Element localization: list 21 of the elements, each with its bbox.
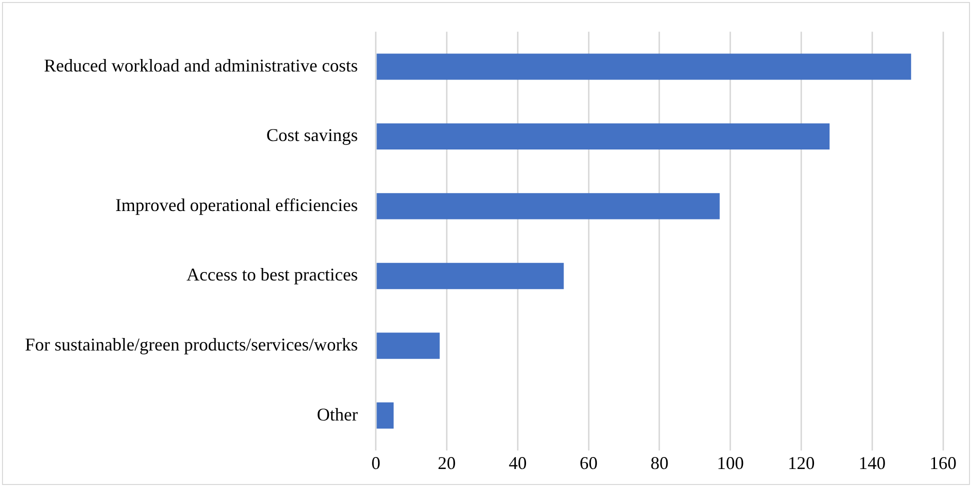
y-tick-label: Access to best practices	[186, 264, 358, 285]
x-tick-label: 80	[650, 452, 668, 473]
x-tick-label: 20	[438, 452, 456, 473]
x-tick-label: 40	[508, 452, 527, 473]
x-tick-label: 120	[788, 452, 815, 473]
bar	[376, 193, 720, 220]
bar	[376, 54, 912, 80]
y-tick-label: Cost savings	[266, 125, 358, 146]
y-tick-label: For sustainable/green products/services/works	[25, 334, 358, 354]
x-tick-label: 140	[858, 452, 886, 473]
x-tick-label: 0	[371, 452, 380, 473]
bar	[376, 332, 440, 359]
bar	[376, 402, 394, 429]
y-tick-label: Other	[316, 404, 358, 424]
bar	[376, 262, 564, 290]
x-tick-label: 60	[580, 452, 598, 473]
bar	[376, 123, 830, 150]
x-tick-label: 160	[930, 452, 956, 473]
y-tick-label: Reduced workload and administrative costs	[44, 55, 358, 76]
y-tick-label: Improved operational efficiencies	[115, 194, 358, 215]
x-tick-label: 100	[716, 452, 744, 473]
